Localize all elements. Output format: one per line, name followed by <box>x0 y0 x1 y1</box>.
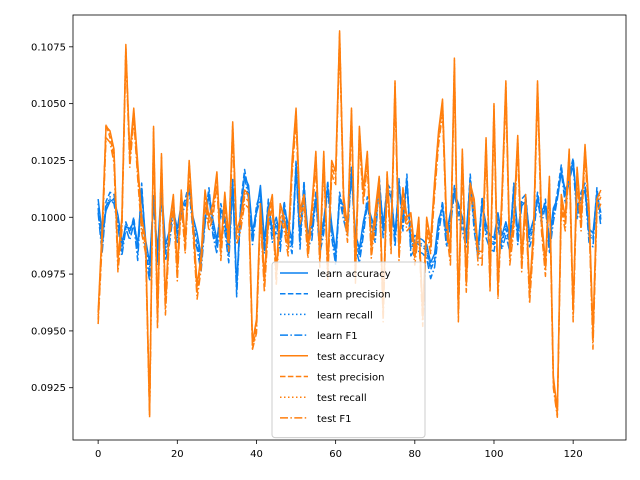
plot-frame <box>72 14 627 441</box>
legend-label: learn recall <box>317 310 373 321</box>
legend-label: learn F1 <box>317 331 358 342</box>
series-layer <box>97 30 602 419</box>
x-axis: 0 20 40 60 80 100 120 <box>95 440 583 460</box>
x-tick-label: 0 <box>95 449 101 460</box>
legend-label: test recall <box>317 393 367 404</box>
y-tick-label: 0.0925 <box>31 383 66 394</box>
x-tick-label: 100 <box>484 449 503 460</box>
legend-label: test accuracy <box>317 352 385 363</box>
y-axis: 0.0925 0.0950 0.0975 0.1000 0.1025 0.1050 0.10… <box>31 42 73 394</box>
y-tick-label: 0.1075 <box>31 42 66 53</box>
y-tick-label: 0.1025 <box>31 156 66 167</box>
x-tick-label: 40 <box>250 449 263 460</box>
series-line-test-f1 <box>97 39 602 419</box>
y-tick-label: 0.1050 <box>31 99 66 110</box>
x-tick-label: 80 <box>408 449 421 460</box>
legend-label: test F1 <box>317 414 352 425</box>
y-tick-label: 0.1000 <box>31 213 66 224</box>
legend: learn accuracy learn precision learn recal… <box>271 261 426 439</box>
x-tick-label: 120 <box>564 449 583 460</box>
y-tick-label: 0.0950 <box>31 326 66 337</box>
legend-label: learn precision <box>317 290 391 301</box>
legend-box <box>271 261 426 439</box>
y-tick-label: 0.0975 <box>31 270 66 281</box>
legend-label: learn accuracy <box>317 269 391 280</box>
x-tick-label: 60 <box>329 449 342 460</box>
legend-label: test precision <box>317 373 385 384</box>
x-tick-label: 20 <box>171 449 184 460</box>
